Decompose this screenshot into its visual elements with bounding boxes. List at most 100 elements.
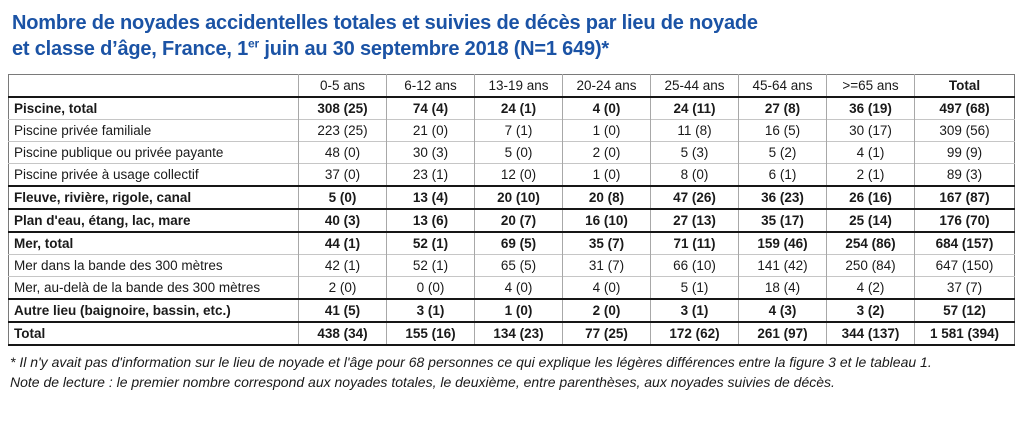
column-header-20-24: 20-24 ans xyxy=(562,74,651,97)
data-cell: 48 (0) xyxy=(298,141,387,164)
data-cell: 30 (17) xyxy=(826,119,915,142)
column-header-25-44: 25-44 ans xyxy=(650,74,739,97)
data-cell: 4 (0) xyxy=(474,276,563,299)
data-cell: 2 (0) xyxy=(562,299,651,322)
table-row-mer-total: Mer, total 44 (1) 52 (1) 69 (5) 35 (7) 7… xyxy=(8,232,1015,255)
data-cell: 3 (1) xyxy=(650,299,739,322)
data-cell: 223 (25) xyxy=(298,119,387,142)
data-cell: 37 (0) xyxy=(298,163,387,186)
data-cell: 134 (23) xyxy=(474,322,563,345)
table-row-grand-total: Total 438 (34) 155 (16) 134 (23) 77 (25)… xyxy=(8,322,1015,345)
ordinal-superscript: er xyxy=(248,36,259,51)
data-cell: 16 (10) xyxy=(562,209,651,232)
data-cell: 1 (0) xyxy=(562,119,651,142)
data-cell: 21 (0) xyxy=(386,119,475,142)
data-cell: 344 (137) xyxy=(826,322,915,345)
table-row-mer-bande-300m: Mer dans la bande des 300 mètres 42 (1) … xyxy=(8,254,1015,277)
footnotes: * Il n'y avait pas d'information sur le … xyxy=(10,353,1018,392)
row-label: Piscine privée familiale xyxy=(14,123,152,138)
data-cell: 31 (7) xyxy=(562,254,651,277)
data-cell: 71 (11) xyxy=(650,232,739,255)
data-cell: 23 (1) xyxy=(386,163,475,186)
data-cell: 13 (4) xyxy=(386,186,475,209)
data-cell: 6 (1) xyxy=(738,163,827,186)
data-cell: 47 (26) xyxy=(650,186,739,209)
table-row-autre-lieu: Autre lieu (baignoire, bassin, etc.) 41 … xyxy=(8,299,1015,322)
data-cell: 1 581 (394) xyxy=(914,322,1015,345)
data-cell: 89 (3) xyxy=(914,163,1015,186)
data-cell: 5 (0) xyxy=(474,141,563,164)
row-label: Fleuve, rivière, rigole, canal xyxy=(14,190,192,205)
data-cell: 74 (4) xyxy=(386,97,475,120)
data-cell: 3 (1) xyxy=(386,299,475,322)
table-row-plan-deau: Plan d'eau, étang, lac, mare 40 (3) 13 (… xyxy=(8,209,1015,232)
row-label: Mer, au-delà de la bande des 300 mètres xyxy=(14,280,261,295)
data-cell: 20 (7) xyxy=(474,209,563,232)
data-cell: 4 (1) xyxy=(826,141,915,164)
data-cell: 99 (9) xyxy=(914,141,1015,164)
column-header-total: Total xyxy=(914,74,1015,97)
data-cell: 5 (0) xyxy=(298,186,387,209)
row-label: Total xyxy=(14,326,46,341)
data-cell: 77 (25) xyxy=(562,322,651,345)
row-label: Mer, total xyxy=(14,236,74,251)
data-cell: 1 (0) xyxy=(474,299,563,322)
data-cell: 2 (0) xyxy=(562,141,651,164)
table-row-piscine-total: Piscine, total 308 (25) 74 (4) 24 (1) 4 … xyxy=(8,97,1015,120)
data-cell: 27 (13) xyxy=(650,209,739,232)
data-cell: 44 (1) xyxy=(298,232,387,255)
table-row-piscine-publique: Piscine publique ou privée payante 48 (0… xyxy=(8,141,1015,164)
data-cell: 1 (0) xyxy=(562,163,651,186)
data-cell: 261 (97) xyxy=(738,322,827,345)
data-cell: 24 (1) xyxy=(474,97,563,120)
page-title-line1: Nombre de noyades accidentelles totales … xyxy=(12,12,758,34)
data-cell: 16 (5) xyxy=(738,119,827,142)
data-cell: 36 (19) xyxy=(826,97,915,120)
data-cell: 27 (8) xyxy=(738,97,827,120)
data-cell: 250 (84) xyxy=(826,254,915,277)
data-cell: 308 (25) xyxy=(298,97,387,120)
data-cell: 66 (10) xyxy=(650,254,739,277)
page-title: Nombre de noyades accidentelles totales … xyxy=(12,10,1014,62)
data-cell: 11 (8) xyxy=(650,119,739,142)
data-cell: 41 (5) xyxy=(298,299,387,322)
data-cell: 5 (2) xyxy=(738,141,827,164)
row-label: Piscine publique ou privée payante xyxy=(14,145,224,160)
data-cell: 69 (5) xyxy=(474,232,563,255)
row-label: Piscine, total xyxy=(14,101,98,116)
data-cell: 26 (16) xyxy=(826,186,915,209)
data-cell: 159 (46) xyxy=(738,232,827,255)
table-row-fleuve: Fleuve, rivière, rigole, canal 5 (0) 13 … xyxy=(8,186,1015,209)
data-cell: 2 (1) xyxy=(826,163,915,186)
row-label: Autre lieu (baignoire, bassin, etc.) xyxy=(14,303,231,318)
row-label: Mer dans la bande des 300 mètres xyxy=(14,258,223,273)
data-cell: 20 (8) xyxy=(562,186,651,209)
data-cell: 8 (0) xyxy=(650,163,739,186)
column-header-6-12: 6-12 ans xyxy=(386,74,475,97)
data-cell: 25 (14) xyxy=(826,209,915,232)
data-cell: 24 (11) xyxy=(650,97,739,120)
drowning-statistics-table: 0-5 ans 6-12 ans 13-19 ans 20-24 ans 25-… xyxy=(8,74,1015,346)
data-cell: 65 (5) xyxy=(474,254,563,277)
table-row-piscine-usage-collectif: Piscine privée à usage collectif 37 (0) … xyxy=(8,163,1015,186)
footnote-asterisk: * Il n'y avait pas d'information sur le … xyxy=(10,354,932,370)
data-cell: 4 (3) xyxy=(738,299,827,322)
corner-cell xyxy=(9,75,299,98)
data-cell: 42 (1) xyxy=(298,254,387,277)
data-cell: 40 (3) xyxy=(298,209,387,232)
column-header-13-19: 13-19 ans xyxy=(474,74,563,97)
data-cell: 57 (12) xyxy=(914,299,1015,322)
data-cell: 4 (0) xyxy=(562,97,651,120)
header-row: 0-5 ans 6-12 ans 13-19 ans 20-24 ans 25-… xyxy=(8,74,1015,98)
data-cell: 18 (4) xyxy=(738,276,827,299)
data-cell: 35 (7) xyxy=(562,232,651,255)
data-cell: 52 (1) xyxy=(386,254,475,277)
data-cell: 5 (3) xyxy=(650,141,739,164)
data-cell: 684 (157) xyxy=(914,232,1015,255)
table-row-mer-au-dela-300m: Mer, au-delà de la bande des 300 mètres … xyxy=(8,276,1015,299)
footnote-reading-note: Note de lecture : le premier nombre corr… xyxy=(10,373,835,390)
data-cell: 438 (34) xyxy=(298,322,387,345)
data-cell: 647 (150) xyxy=(914,254,1015,277)
data-cell: 309 (56) xyxy=(914,119,1015,142)
